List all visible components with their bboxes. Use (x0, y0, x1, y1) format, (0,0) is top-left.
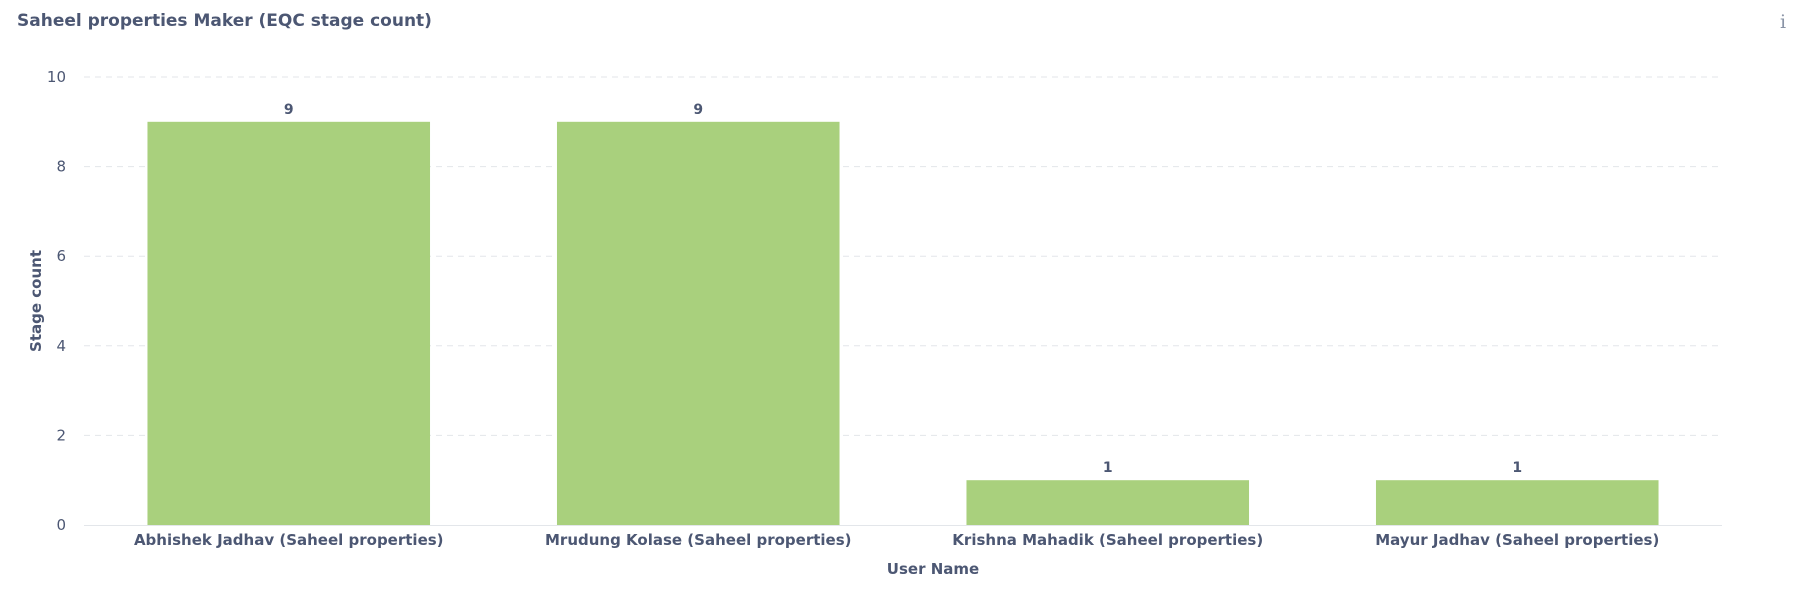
bars (147, 121, 1659, 526)
x-tick-label: Abhishek Jadhav (Saheel properties) (134, 531, 444, 549)
bar[interactable] (1375, 480, 1659, 525)
grid-lines (84, 76, 1722, 436)
x-axis-ticks: Abhishek Jadhav (Saheel properties) Mrudu… (134, 531, 1659, 549)
card-title: Saheel properties Maker (EQC stage count… (17, 11, 432, 31)
bar[interactable] (147, 121, 431, 526)
bar-data-label: 9 (693, 102, 703, 118)
x-tick-label: Mayur Jadhav (Saheel properties) (1375, 531, 1659, 549)
x-tick-label: Krishna Mahadik (Saheel properties) (952, 531, 1263, 549)
y-axis-label: Stage count (27, 250, 45, 352)
y-tick-label: 4 (56, 337, 66, 355)
y-tick-label: 2 (56, 426, 66, 444)
bar[interactable] (556, 121, 840, 526)
y-tick-label: 0 (56, 516, 66, 534)
bar-data-label: 1 (1512, 460, 1522, 476)
bar-data-label: 9 (284, 102, 294, 118)
y-tick-label: 6 (56, 247, 66, 265)
bar-data-labels: 9 9 1 1 (284, 102, 1522, 476)
bar[interactable] (966, 480, 1250, 525)
info-icon[interactable]: i (1779, 11, 1787, 33)
bar-data-label: 1 (1103, 460, 1113, 476)
x-axis-label: User Name (887, 560, 979, 578)
y-tick-label: 10 (47, 68, 66, 86)
y-axis-ticks: 0 2 4 6 8 10 (47, 68, 66, 534)
x-tick-label: Mrudung Kolase (Saheel properties) (545, 531, 852, 549)
y-tick-label: 8 (56, 158, 66, 176)
